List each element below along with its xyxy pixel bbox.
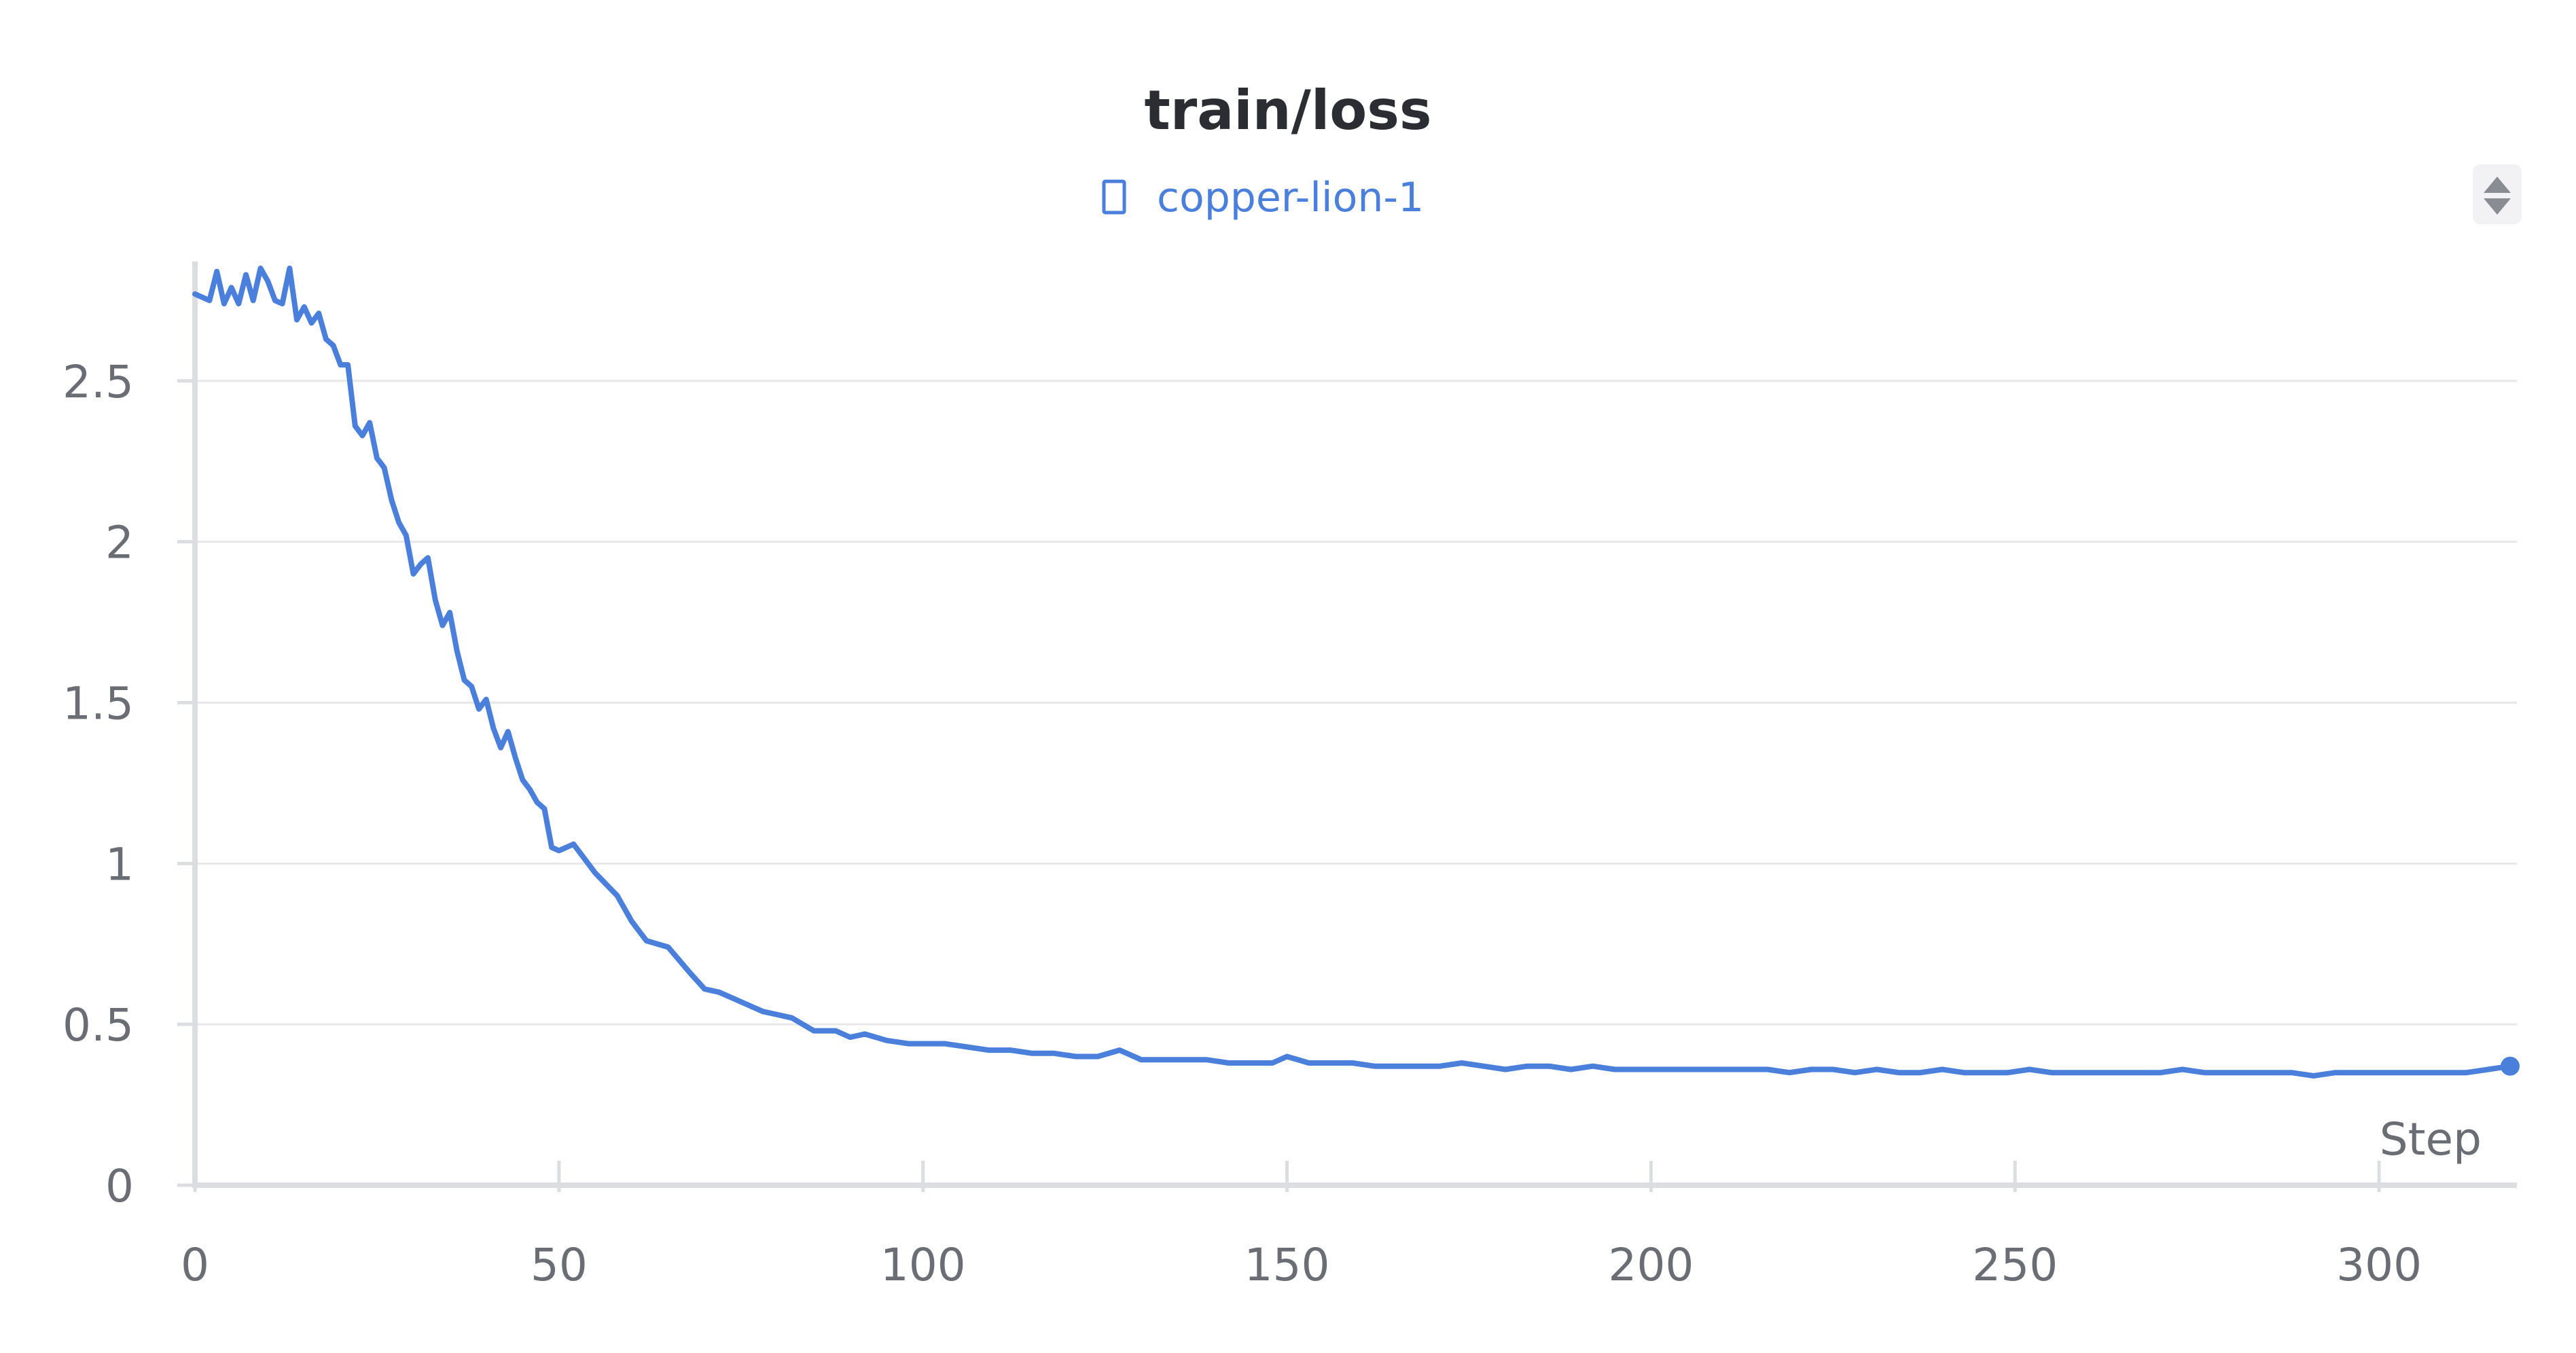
chart-title: train/loss [1145,79,1432,142]
x-tick-label: 250 [1972,1239,2058,1291]
x-tick-label: 0 [181,1239,209,1291]
x-tick-label: 50 [531,1239,588,1291]
y-tick-label: 0.5 [62,999,134,1051]
y-tick-label: 1 [105,838,134,890]
x-axis-label: Step [2380,1113,2482,1166]
series-layer [192,266,2520,1079]
ticks: 0 0.5 1 1.5 2 2.5 0 50 100 150 200 250 300 [62,356,2422,1291]
series-endpoint[interactable] [2501,1056,2520,1076]
y-tick-label: 1.5 [62,677,134,729]
legend-label: copper-lion-1 [1157,174,1424,221]
x-tick-label: 200 [1608,1239,1694,1291]
y-tick-label: 0 [105,1160,134,1212]
x-tick-label: 100 [880,1239,966,1291]
legend[interactable]: copper-lion-1 [1102,174,1424,221]
y-tick-label: 2.5 [62,356,134,408]
sort-updown-icon[interactable] [2473,164,2522,224]
legend-square-outline-icon [1102,179,1126,215]
grid [195,380,2517,1026]
y-tick-label: 2 [105,517,134,569]
x-tick-label: 300 [2336,1239,2422,1291]
axes [192,261,2517,1188]
x-tick-label: 150 [1245,1239,1330,1291]
series-line [192,266,2513,1079]
